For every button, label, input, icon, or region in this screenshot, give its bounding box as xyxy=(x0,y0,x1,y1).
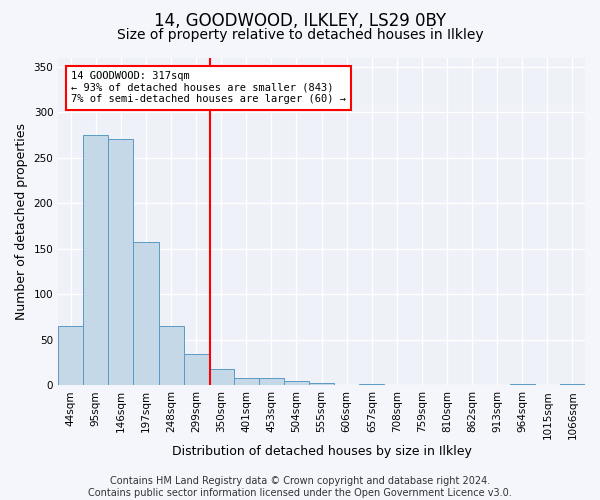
Bar xyxy=(133,242,158,386)
Bar xyxy=(284,381,309,386)
Bar xyxy=(460,384,485,386)
Bar xyxy=(58,326,83,386)
X-axis label: Distribution of detached houses by size in Ilkley: Distribution of detached houses by size … xyxy=(172,444,472,458)
Bar xyxy=(234,378,259,386)
Bar xyxy=(560,384,585,386)
Bar xyxy=(359,384,385,386)
Text: 14 GOODWOOD: 317sqm
← 93% of detached houses are smaller (843)
7% of semi-detach: 14 GOODWOOD: 317sqm ← 93% of detached ho… xyxy=(71,71,346,104)
Bar xyxy=(510,384,535,386)
Bar xyxy=(83,135,109,386)
Bar xyxy=(109,140,133,386)
Bar xyxy=(209,369,234,386)
Text: 14, GOODWOOD, ILKLEY, LS29 0BY: 14, GOODWOOD, ILKLEY, LS29 0BY xyxy=(154,12,446,30)
Bar xyxy=(309,382,334,386)
Text: Contains HM Land Registry data © Crown copyright and database right 2024.
Contai: Contains HM Land Registry data © Crown c… xyxy=(88,476,512,498)
Y-axis label: Number of detached properties: Number of detached properties xyxy=(15,123,28,320)
Bar xyxy=(535,384,560,386)
Bar xyxy=(184,354,209,386)
Bar xyxy=(158,326,184,386)
Text: Size of property relative to detached houses in Ilkley: Size of property relative to detached ho… xyxy=(116,28,484,42)
Bar xyxy=(259,378,284,386)
Bar xyxy=(409,384,434,386)
